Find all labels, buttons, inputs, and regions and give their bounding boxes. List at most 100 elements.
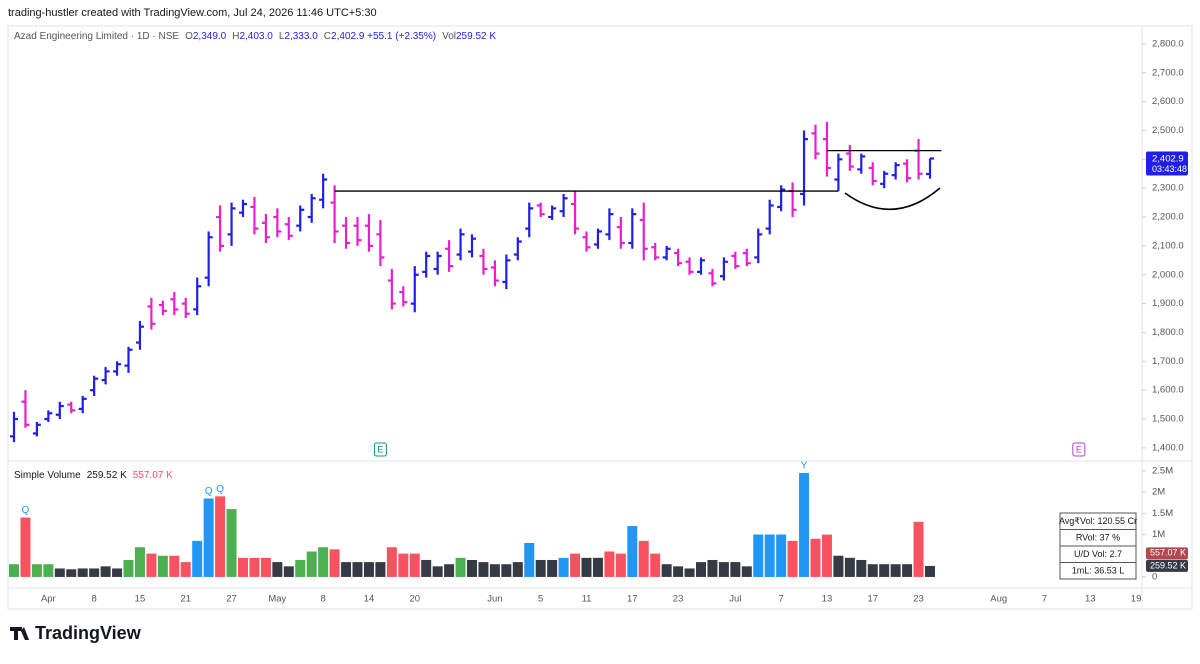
volume-bar [54,568,65,577]
volume-bar [215,496,226,577]
volume-bar [20,517,31,577]
volume-average: 557.07 K [133,470,173,481]
volume-bar [421,559,432,577]
x-tick-label: Jun [487,594,502,605]
volume-bar [478,562,489,577]
volume-bar [134,547,145,577]
y-tick-label: 0 [1152,571,1157,582]
volume-bar [386,547,397,577]
volume-bar [684,568,695,577]
volume-bar [615,553,626,577]
ohlc-value: 2,349.0 [193,31,227,42]
x-tick-label: 7 [1042,594,1047,605]
x-tick-label: 19 [1131,594,1142,605]
y-tick-label: 1,700.0 [1152,356,1184,367]
y-tick-label: 1,400.0 [1152,442,1184,453]
volume-bar [913,521,924,577]
y-tick-label: 1,800.0 [1152,327,1184,338]
ohlc-value: 2,333.0 [284,31,318,42]
volume-marker: Y [801,461,808,472]
y-tick-label: 2.5M [1152,465,1173,476]
volume-bar [592,557,603,577]
volume-bar [77,568,88,577]
y-tick-label: 1.5M [1152,508,1173,519]
volume-bar [810,538,821,577]
volume-bar [856,559,867,577]
volume-bar [226,509,237,577]
y-tick-label: 2,000.0 [1152,269,1184,280]
earnings-badge [1072,442,1086,457]
volume-bar [100,566,111,577]
volume-bar [730,562,741,577]
volume-bar [776,534,787,577]
volume-tag [1146,547,1188,560]
volume-bar [489,564,500,577]
x-tick-label: 15 [135,594,146,605]
volume-bar [833,555,844,577]
volume-bar [318,547,329,577]
x-tick-label: 13 [822,594,833,605]
volume-bar [455,557,466,577]
volume-bar [306,551,317,577]
x-tick-label: 20 [409,594,420,605]
y-tick-label: 2,200.0 [1152,212,1184,223]
volume-bar [157,555,168,577]
y-tick-label: 2,100.0 [1152,240,1184,251]
volume-bar [180,562,191,577]
volume-tag-label: 259.52 K [1150,560,1186,570]
volume-bar [718,562,729,577]
ohlc-value: 259.52 K [456,31,496,42]
price-tag [1146,151,1188,176]
volume-bar [341,562,352,577]
volume-bar [890,564,901,577]
volume-bar [31,564,42,577]
volume-bar [799,473,810,577]
price-tag-timer: 03:43:48 [1152,164,1187,174]
volume-bar [203,498,214,577]
y-tick-label: 1,500.0 [1152,414,1184,425]
x-tick-label: 8 [92,594,97,605]
volume-bar [696,562,706,577]
volume-bar [867,564,878,577]
volume-bar [9,564,19,577]
earnings-label: E [377,444,383,454]
volume-bar [741,566,752,577]
y-tick-label: 1M [1152,529,1165,540]
x-tick-label: Apr [41,594,56,605]
volume-bar [673,566,684,577]
volume-bar [879,564,890,577]
volume-bar [444,564,455,577]
chart-frame [7,25,1193,610]
volume-bar [66,569,77,577]
symbol-legend: Azad Engineering Limited · 1D · NSE O2,34… [14,31,496,42]
volume-bar [821,534,832,577]
volume-marker: Q [22,505,30,516]
stats-text: 1mL: 36.53 L [1072,565,1125,575]
credit: trading-hustler created with TradingView… [8,7,377,19]
cup-arc [844,187,941,211]
ohlc-value: 2,402.9 +55.1 (+2.35%) [331,31,436,42]
volume-bar [192,540,203,577]
x-tick-label: 14 [364,594,375,605]
x-tick-label: Aug [990,594,1007,605]
volume-bar [512,562,523,577]
x-tick-label: Jul [729,594,741,605]
stats-text: U/D Vol: 2.7 [1074,549,1122,559]
ohlc-key: L [279,31,285,42]
x-tick-label: 7 [779,594,784,605]
volume-bar [112,568,123,577]
volume-bar [787,540,798,577]
volume-bar [764,534,775,577]
volume-bar [547,559,558,577]
ohlc-value: 2,403.0 [239,31,273,42]
x-tick-label: 11 [582,594,592,605]
x-tick-label: 21 [180,594,191,605]
volume-bar [753,534,764,577]
y-tick-label: 2,500.0 [1152,125,1184,136]
y-tick-label: 1,600.0 [1152,385,1184,396]
volume-bar [558,557,569,577]
x-tick-label: May [268,594,286,605]
ohlc-key: C [324,31,331,42]
stats-cell [1059,562,1137,580]
volume-bar [604,551,615,577]
